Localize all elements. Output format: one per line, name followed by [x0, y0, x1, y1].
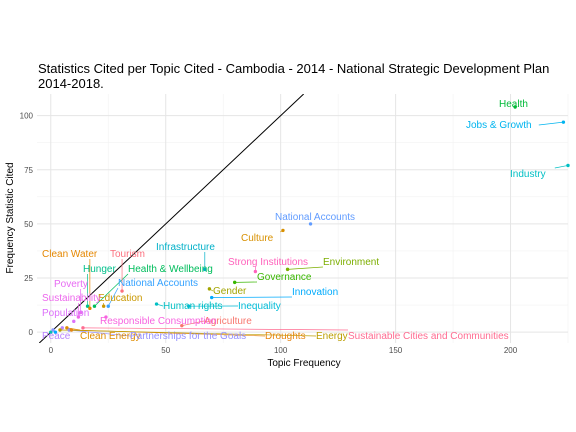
point-label: Tourism — [110, 249, 145, 260]
data-point — [187, 304, 191, 308]
point-label: National Accounts — [275, 212, 355, 223]
chart-title-line1: Statistics Cited per Topic Cited - Cambo… — [38, 61, 550, 76]
data-point — [513, 105, 517, 109]
data-point — [81, 326, 85, 330]
reference-line-group — [38, 94, 304, 343]
y-tick-label: 25 — [24, 274, 33, 283]
point-label: Population — [42, 308, 89, 319]
data-points — [49, 105, 570, 334]
point-label: Partnerships for the Goals — [130, 331, 246, 342]
data-point — [53, 330, 58, 334]
point-label: Inequality — [238, 301, 281, 312]
y-axis-title: Frequency Statistic Cited — [5, 162, 16, 273]
point-label: Culture — [241, 233, 274, 244]
x-tick-label: 200 — [504, 346, 518, 355]
point-label: Agriculture — [204, 316, 252, 327]
point-label: Energy — [316, 331, 348, 342]
label-connector — [538, 121, 564, 126]
label-connector — [211, 296, 293, 298]
point-label: Innovation — [292, 287, 338, 298]
point-label: National Accounts — [118, 278, 198, 289]
data-point — [232, 280, 237, 285]
label-connector — [181, 320, 205, 327]
point-label: Health & Wellbeing — [128, 264, 213, 275]
data-point — [566, 163, 570, 168]
grid-lines — [37, 94, 569, 343]
data-point — [78, 310, 83, 315]
x-tick-label: 50 — [161, 346, 170, 355]
point-label: Infrastructure — [156, 242, 215, 253]
data-point — [76, 315, 81, 319]
x-axis-title: Topic Frequency — [267, 358, 340, 369]
point-label: Governance — [257, 272, 312, 283]
data-point — [72, 319, 76, 324]
x-tick-label: 150 — [389, 346, 403, 355]
data-point — [60, 326, 64, 330]
x-tick-label: 100 — [274, 346, 288, 355]
label-connector — [82, 327, 349, 331]
point-label: Human rights — [163, 301, 222, 312]
y-tick-label: 50 — [24, 220, 33, 229]
point-label: Clean Water — [42, 249, 98, 260]
point-label: Gender — [213, 286, 247, 297]
data-point — [203, 267, 207, 272]
label-connector — [107, 287, 119, 307]
chart-title-line2: 2014-2018. — [38, 76, 104, 91]
point-label: Industry — [510, 169, 546, 180]
label-connector — [69, 329, 131, 337]
data-point — [253, 269, 258, 274]
data-point — [88, 306, 92, 311]
point-label: Sustainability — [42, 293, 101, 304]
label-connector — [59, 329, 317, 337]
data-point — [210, 295, 214, 300]
data-point — [85, 304, 90, 308]
point-label: Hunger — [83, 264, 116, 275]
point-label: Health — [499, 99, 528, 110]
data-point — [120, 289, 124, 293]
label-connectors — [59, 121, 569, 337]
data-point — [49, 330, 53, 334]
point-label: Poverty — [54, 279, 88, 290]
data-point — [154, 302, 159, 306]
data-point — [101, 304, 106, 308]
data-point — [58, 328, 62, 332]
point-label: Sustainable Cities and Communities — [348, 331, 509, 342]
point-label: Education — [98, 293, 142, 304]
data-point — [51, 328, 55, 332]
data-point — [308, 222, 313, 226]
y-axis-ticks: 0 25 50 75 100 — [20, 112, 34, 338]
x-axis-ticks: 0 50 100 150 200 — [49, 346, 518, 355]
reference-line — [38, 94, 304, 343]
point-label: Clean Energy — [80, 331, 141, 342]
data-point — [207, 287, 212, 291]
y-tick-label: 75 — [24, 166, 33, 175]
point-label: Droughts — [265, 331, 306, 342]
y-tick-label: 0 — [29, 328, 34, 337]
data-point — [92, 304, 97, 308]
data-point — [561, 120, 566, 124]
point-label: Strong Institutions — [228, 257, 308, 268]
label-connector — [287, 266, 324, 270]
data-point — [281, 228, 285, 233]
data-point — [285, 267, 290, 272]
x-tick-label: 0 — [49, 346, 54, 355]
point-label: Peace — [42, 331, 71, 342]
chart-title: Statistics Cited per Topic Cited - Cambo… — [38, 61, 549, 91]
point-labels: Health Jobs & Growth Industry National Acco… — [42, 99, 546, 342]
point-label: Responsible Consumption — [100, 316, 217, 327]
label-connector — [554, 165, 569, 169]
label-connector — [94, 273, 129, 307]
data-point — [65, 326, 69, 330]
data-point — [106, 304, 110, 308]
data-point — [104, 315, 108, 319]
data-point — [69, 328, 74, 332]
point-label: Jobs & Growth — [466, 120, 532, 131]
label-connector — [66, 327, 81, 331]
point-label: Environment — [323, 257, 379, 268]
y-tick-label: 100 — [20, 112, 34, 121]
data-point — [180, 323, 184, 328]
